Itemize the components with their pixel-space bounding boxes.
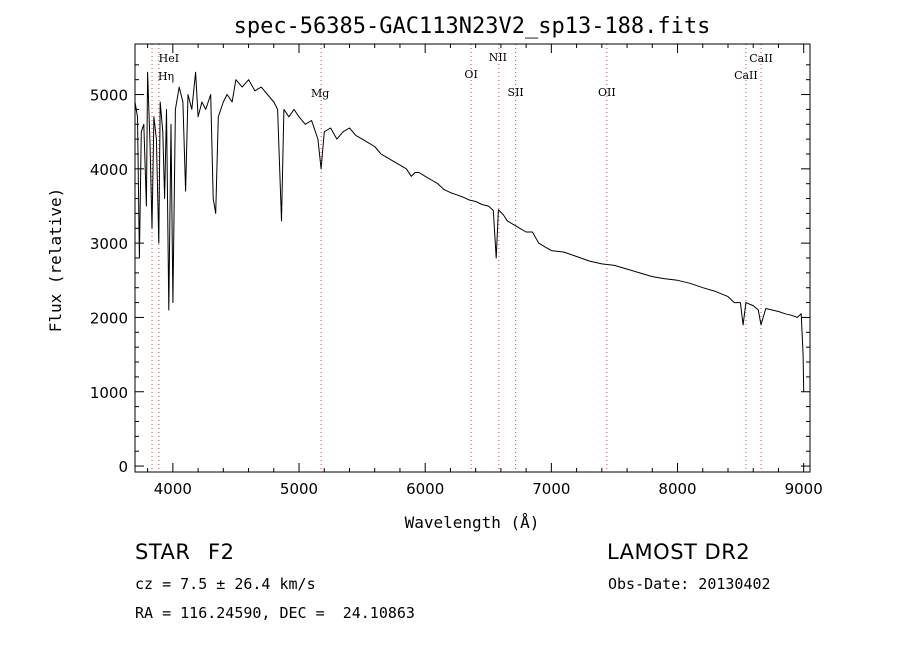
x-tick-label: 9000 [785, 480, 823, 498]
spectrum-series [135, 72, 804, 392]
spectral-subclass: F2 [208, 540, 234, 564]
line-label: NII [489, 51, 507, 64]
x-tick-label: 6000 [406, 480, 444, 498]
chart-title: spec-56385-GAC113N23V2_sp13-188.fits [234, 14, 711, 39]
line-label: OI [464, 68, 477, 81]
line-label: Hη [158, 70, 174, 83]
y-tick-label: 1000 [90, 384, 128, 402]
survey-label: LAMOST DR2 [607, 540, 750, 564]
line-label: CaII [734, 69, 758, 82]
y-axis-ticks: 0 1000 2000 3000 4000 5000 [90, 65, 810, 476]
x-axis-ticks: 4000 5000 6000 7000 8000 9000 [148, 44, 823, 498]
object-class: STAR [135, 540, 190, 564]
x-tick-label: 7000 [532, 480, 570, 498]
x-axis-label: Wavelength (Å) [405, 513, 540, 532]
spectral-line-labels: Hη HeI Mg OI NII SII OII CaII CaII [158, 51, 773, 100]
y-tick-label: 3000 [90, 235, 128, 253]
x-tick-label: 5000 [280, 480, 318, 498]
coordinates: RA = 116.24590, DEC = 24.10863 [135, 604, 415, 622]
line-label: Mg [311, 87, 329, 100]
plot-frame [135, 44, 810, 472]
y-tick-label: 2000 [90, 309, 128, 327]
line-label: CaII [749, 52, 773, 65]
y-axis-label: Flux (relative) [46, 188, 65, 333]
x-tick-label: 4000 [154, 480, 192, 498]
line-label: HeI [159, 52, 179, 65]
observation-date: Obs-Date: 20130402 [608, 575, 771, 593]
y-tick-label: 0 [118, 458, 128, 476]
y-tick-label: 4000 [90, 161, 128, 179]
line-label: SII [508, 86, 524, 99]
line-label: OII [598, 86, 616, 99]
x-tick-label: 8000 [658, 480, 696, 498]
flux-line [135, 72, 804, 392]
y-tick-label: 5000 [90, 87, 128, 105]
redshift-cz: cz = 7.5 ± 26.4 km/s [135, 575, 316, 593]
spectral-line-markers [152, 44, 761, 472]
